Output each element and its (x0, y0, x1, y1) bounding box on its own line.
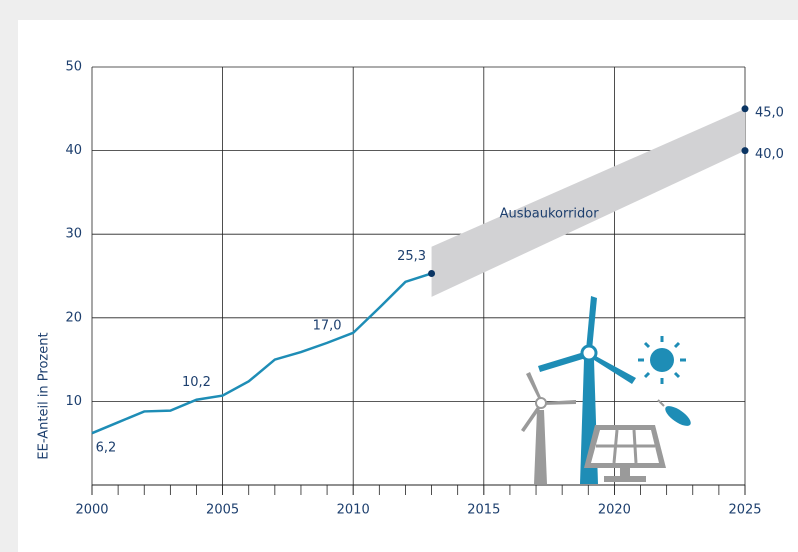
y-tick-label: 40 (65, 143, 82, 158)
plot: 10 20 30 40 50 2000 2005 2010 2015 2020 2025 Ausbau… (65, 60, 784, 518)
y-tick-label: 20 (65, 310, 82, 325)
corridor-end-point (741, 147, 749, 155)
value-label: 6,2 (96, 441, 117, 456)
value-label: 10,2 (182, 375, 211, 390)
y-tick-label: 10 (65, 394, 82, 409)
biomass (657, 399, 691, 426)
small-turbine (521, 372, 576, 484)
y-axis-label: EE-Anteil in Prozent (37, 332, 52, 459)
x-tick-label: 2005 (206, 503, 239, 518)
x-tick-label: 2020 (598, 503, 631, 518)
corridor-end-label: 45,0 (755, 105, 784, 120)
data-line (91, 272, 432, 435)
sun (638, 336, 686, 384)
y-tick-label: 30 (65, 227, 82, 242)
solar-panel (584, 425, 666, 482)
x-tick-label: 2000 (75, 503, 108, 518)
corridor-end-label: 40,0 (755, 147, 784, 162)
x-tick-label: 2015 (467, 503, 500, 518)
end-point (428, 269, 436, 277)
y-tick-label: 50 (65, 60, 82, 75)
value-label: 25,3 (397, 249, 426, 264)
icons (521, 296, 691, 484)
corridor-area (431, 108, 745, 297)
card (18, 20, 798, 552)
corridor-label: Ausbaukorridor (500, 207, 600, 222)
value-label: 17,0 (313, 318, 342, 333)
x-tick-label: 2025 (728, 503, 761, 518)
corridor-end-point (741, 105, 749, 113)
x-tick-label: 2010 (337, 503, 370, 518)
